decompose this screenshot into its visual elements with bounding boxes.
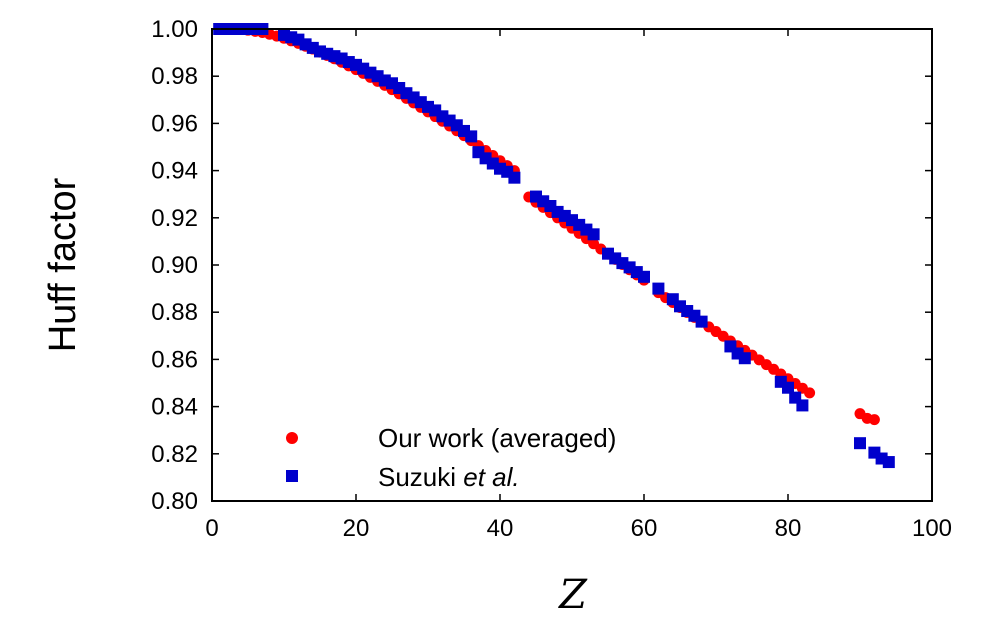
y-tick-label: 0.84 xyxy=(151,394,198,421)
suzuki-point xyxy=(782,381,794,394)
suzuki-point xyxy=(450,119,463,132)
suzuki-point xyxy=(695,315,708,328)
suzuki-point xyxy=(738,352,751,365)
y-tick-label: 0.80 xyxy=(151,488,198,515)
y-tick-label: 0.90 xyxy=(151,252,198,279)
our-work-point xyxy=(868,414,880,426)
suzuki-point xyxy=(587,228,600,241)
x-tick-label: 60 xyxy=(631,515,658,542)
legend-marker-suzuki xyxy=(286,470,298,482)
x-tick-label: 40 xyxy=(487,515,514,542)
x-tick-label: 80 xyxy=(775,515,802,542)
x-tick-label: 100 xyxy=(912,515,952,542)
suzuki-point xyxy=(357,62,370,75)
y-tick-label: 0.92 xyxy=(151,205,198,232)
data-marks xyxy=(213,23,895,469)
y-tick-label: 1.00 xyxy=(151,16,198,43)
legend: Our work (averaged) Suzuki et al. xyxy=(286,423,616,492)
x-tick-label: 20 xyxy=(343,515,370,542)
suzuki-point xyxy=(796,399,809,412)
suzuki-point xyxy=(508,171,521,184)
legend-label-our-work: Our work (averaged) xyxy=(378,423,616,453)
y-tick-label: 0.82 xyxy=(151,441,198,468)
y-tick-label: 0.86 xyxy=(151,346,198,373)
suzuki-point xyxy=(882,456,895,469)
suzuki-point xyxy=(638,270,650,283)
suzuki-point xyxy=(465,130,478,143)
x-axis-label: Z xyxy=(557,572,588,618)
y-axis-label: Huff factor xyxy=(42,177,84,352)
y-tick-label: 0.96 xyxy=(151,110,198,137)
legend-label-suzuki: Suzuki et al. xyxy=(378,462,520,492)
x-tick-label: 0 xyxy=(205,515,218,542)
suzuki-point xyxy=(458,124,470,137)
our-work-point xyxy=(804,387,816,399)
legend-marker-our-work xyxy=(286,432,298,444)
y-tick-label: 0.94 xyxy=(151,158,198,185)
y-tick-label: 0.98 xyxy=(151,63,198,90)
suzuki-point xyxy=(652,282,665,295)
axis-ticks: 0 20 40 60 80 100 0.80 0.82 0.84 0.86 0.88 0.90 0.92… xyxy=(151,16,952,542)
suzuki-point xyxy=(854,437,866,450)
y-tick-label: 0.88 xyxy=(151,299,198,326)
